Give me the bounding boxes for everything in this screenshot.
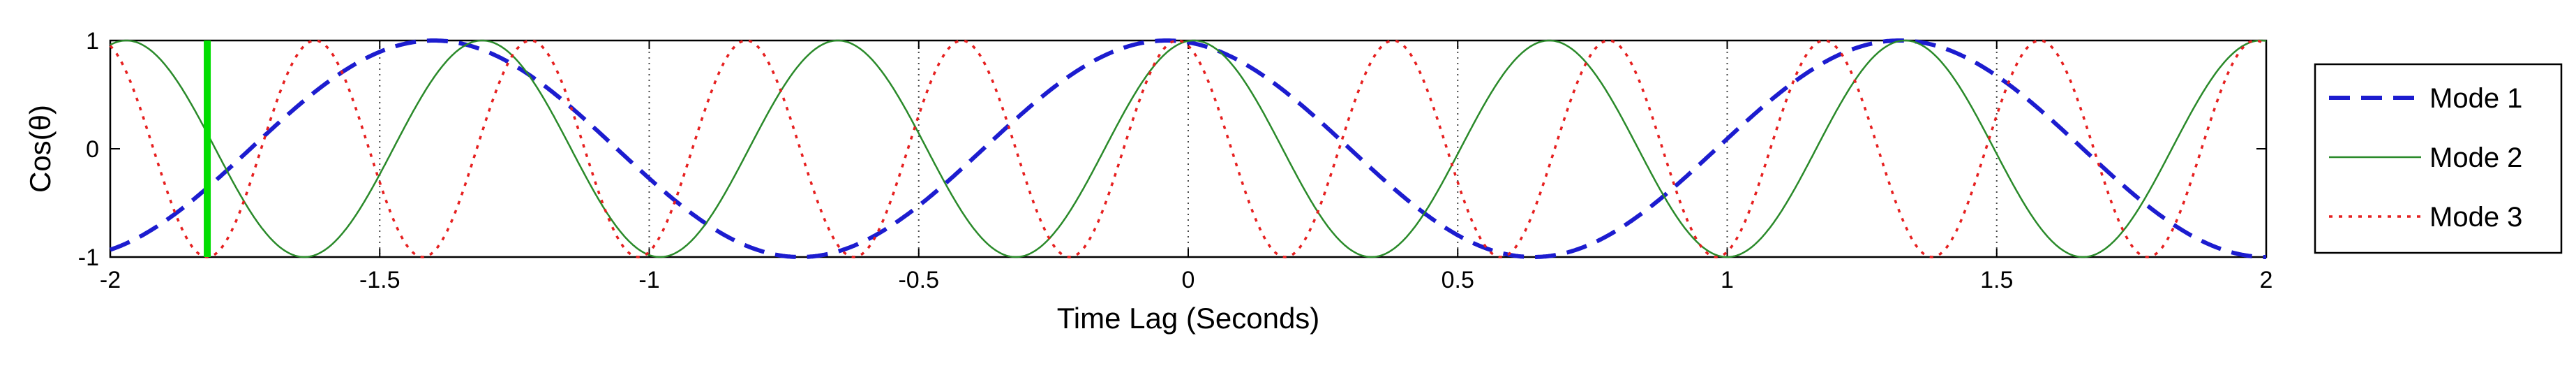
legend-label-mode-3: Mode 3 — [2429, 202, 2522, 233]
legend-box — [2314, 63, 2563, 254]
x-tick-label: 0.5 — [1441, 267, 1474, 293]
series-line-mode-1 — [110, 38, 2266, 259]
x-tick-label: -1.5 — [359, 267, 400, 293]
x-axis-label: Time Lag (Seconds) — [1057, 302, 1320, 335]
x-tick-label: -0.5 — [898, 267, 939, 293]
series-line-mode-2 — [110, 39, 2267, 258]
legend: Mode 1 Mode 2 Mode 3 — [2314, 63, 2563, 254]
series — [109, 38, 2268, 259]
plot-frame — [109, 39, 2268, 258]
y-tick-label: -1 — [78, 244, 99, 271]
ticks: -2 -1.5 -1 -0.5 0 0.5 1 1.5 2 -1 0 1 — [78, 28, 2273, 293]
y-tick-label: 1 — [86, 28, 99, 54]
y-axis-label: Cos(θ) — [24, 105, 57, 193]
grid — [379, 41, 1998, 257]
series-line-mode-3 — [109, 39, 2268, 258]
x-tick-label: -1 — [638, 267, 659, 293]
x-tick-label: 1 — [1721, 267, 1734, 293]
x-tick-label: 0 — [1182, 267, 1195, 293]
legend-label-mode-2: Mode 2 — [2429, 142, 2522, 173]
x-tick-label: 1.5 — [1980, 267, 2013, 293]
x-tick-label: 2 — [2260, 267, 2273, 293]
y-tick-label: 0 — [86, 136, 99, 163]
legend-label-mode-1: Mode 1 — [2429, 83, 2522, 114]
x-tick-label: -2 — [100, 267, 121, 293]
